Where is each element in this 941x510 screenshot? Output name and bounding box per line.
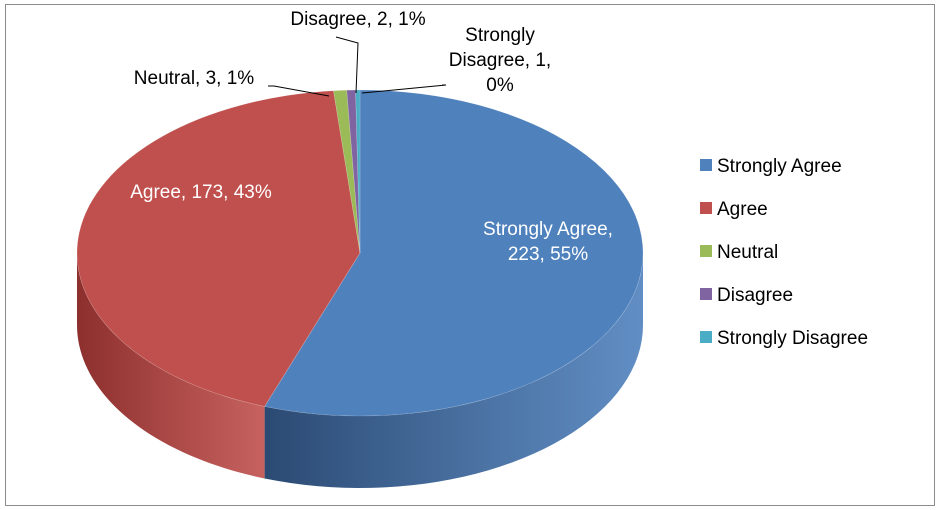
chart-frame: Strongly Agree, 223, 55% Agree, 173, 43% Ne… — [5, 4, 935, 506]
slice-side-strongly-agree — [264, 253, 643, 488]
leader-line-strongly-disagree — [361, 84, 447, 94]
legend-item-disagree: Disagree — [700, 285, 793, 306]
legend: Strongly Agree Agree Neutral Disagree Strong… — [700, 156, 868, 349]
legend-label: Agree — [717, 199, 768, 220]
legend-item-agree: Agree — [700, 199, 768, 220]
pie-slices — [76, 89, 644, 417]
slice-agree — [76, 90, 361, 407]
pie-chart: Strongly Agree, 223, 55% Agree, 173, 43% Ne… — [76, 9, 868, 488]
legend-label: Disagree — [717, 285, 793, 306]
data-label-strongly-agree: Strongly Agree, 223, 55% — [483, 219, 613, 265]
leader-lines — [268, 36, 447, 97]
legend-label: Strongly Agree — [717, 156, 842, 177]
data-labels: Strongly Agree, 223, 55% Agree, 173, 43% Ne… — [130, 9, 613, 265]
legend-item-strongly-disagree: Strongly Disagree — [700, 328, 868, 349]
slice-strongly-agree — [264, 89, 644, 417]
pie-sides — [77, 253, 643, 488]
leader-line-neutral — [268, 85, 330, 97]
legend-swatch — [700, 159, 712, 171]
legend-label: Strongly Disagree — [717, 328, 868, 349]
data-label-agree: Agree, 173, 43% — [130, 182, 272, 203]
leader-line-disagree — [335, 36, 359, 94]
legend-swatch — [700, 245, 712, 257]
data-label-strongly-disagree: Strongly Disagree, 1, 0% — [449, 25, 551, 96]
slice-strongly-disagree — [355, 89, 361, 254]
legend-swatch — [700, 288, 712, 300]
data-label-disagree: Disagree, 2, 1% — [290, 9, 425, 30]
legend-swatch — [700, 202, 712, 214]
legend-label: Neutral — [717, 242, 778, 263]
legend-swatch — [700, 331, 712, 343]
slice-neutral — [333, 89, 361, 254]
legend-item-strongly-agree: Strongly Agree — [700, 156, 842, 177]
legend-item-neutral: Neutral — [700, 242, 778, 263]
data-label-neutral: Neutral, 3, 1% — [134, 68, 254, 89]
slice-disagree — [346, 89, 361, 254]
slice-side-agree — [77, 253, 265, 479]
